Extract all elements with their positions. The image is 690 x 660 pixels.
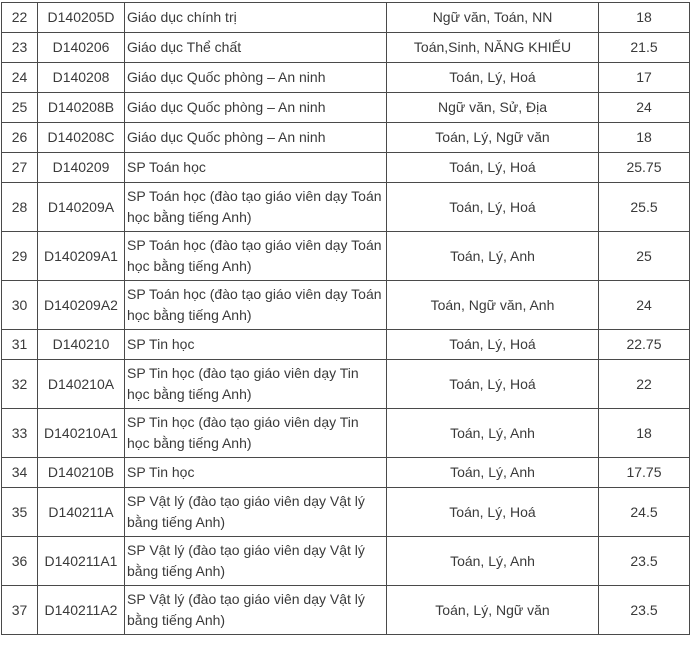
- major-name-cell: SP Tin học (đào tạo giáo viên dạy Tin họ…: [124, 359, 387, 409]
- subject-combination-cell: Ngữ văn, Sử, Địa: [386, 92, 599, 123]
- major-name-cell: SP Vật lý (đào tạo giáo viên dạy Vật lý …: [124, 585, 387, 635]
- table-row: 22 D140205D Giáo dục chính trị Ngữ văn, …: [1, 2, 690, 33]
- major-name-cell: SP Toán học (đào tạo giáo viên dạy Toán …: [124, 280, 387, 330]
- row-number-cell: 26: [1, 122, 38, 153]
- major-name-cell: SP Vật lý (đào tạo giáo viên dạy Vật lý …: [124, 536, 387, 586]
- major-code-cell: D140210B: [37, 457, 125, 488]
- major-name-cell: Giáo dục Quốc phòng – An ninh: [124, 62, 387, 93]
- subject-combination-cell: Toán, Lý, Anh: [386, 536, 599, 586]
- table-row: 29 D140209A1 SP Toán học (đào tạo giáo v…: [1, 231, 690, 281]
- subject-combination-cell: Toán, Lý, Hoá: [386, 487, 599, 537]
- major-code-cell: D140211A2: [37, 585, 125, 635]
- subject-combination-cell: Toán, Lý, Hoá: [386, 62, 599, 93]
- score-cell: 23.5: [598, 536, 690, 586]
- subject-combination-cell: Toán, Lý, Anh: [386, 231, 599, 281]
- score-cell: 23.5: [598, 585, 690, 635]
- score-cell: 17.75: [598, 457, 690, 488]
- major-code-cell: D140210: [37, 329, 125, 360]
- score-cell: 21.5: [598, 32, 690, 63]
- table-row: 35 D140211A SP Vật lý (đào tạo giáo viên…: [1, 487, 690, 537]
- major-code-cell: D140206: [37, 32, 125, 63]
- major-code-cell: D140211A: [37, 487, 125, 537]
- row-number-cell: 36: [1, 536, 38, 586]
- major-name-cell: Giáo dục Quốc phòng – An ninh: [124, 122, 387, 153]
- score-cell: 18: [598, 2, 690, 33]
- row-number-cell: 37: [1, 585, 38, 635]
- table-row: 32 D140210A SP Tin học (đào tạo giáo viê…: [1, 359, 690, 409]
- subject-combination-cell: Ngữ văn, Toán, NN: [386, 2, 599, 33]
- row-number-cell: 29: [1, 231, 38, 281]
- major-code-cell: D140210A: [37, 359, 125, 409]
- score-cell: 18: [598, 122, 690, 153]
- score-cell: 25.5: [598, 182, 690, 232]
- score-cell: 22.75: [598, 329, 690, 360]
- subject-combination-cell: Toán, Lý, Anh: [386, 457, 599, 488]
- row-number-cell: 33: [1, 408, 38, 458]
- score-cell: 18: [598, 408, 690, 458]
- table-row: 33 D140210A1 SP Tin học (đào tạo giáo vi…: [1, 408, 690, 458]
- table-body: 22 D140205D Giáo dục chính trị Ngữ văn, …: [1, 2, 690, 635]
- row-number-cell: 24: [1, 62, 38, 93]
- major-code-cell: D140210A1: [37, 408, 125, 458]
- subject-combination-cell: Toán, Lý, Anh: [386, 408, 599, 458]
- row-number-cell: 27: [1, 152, 38, 183]
- score-cell: 24: [598, 92, 690, 123]
- table-row: 34 D140210B SP Tin học Toán, Lý, Anh 17.…: [1, 457, 690, 488]
- major-name-cell: SP Toán học: [124, 152, 387, 183]
- major-name-cell: Giáo dục chính trị: [124, 2, 387, 33]
- row-number-cell: 22: [1, 2, 38, 33]
- row-number-cell: 32: [1, 359, 38, 409]
- row-number-cell: 28: [1, 182, 38, 232]
- table-row: 27 D140209 SP Toán học Toán, Lý, Hoá 25.…: [1, 152, 690, 183]
- major-name-cell: SP Vật lý (đào tạo giáo viên dạy Vật lý …: [124, 487, 387, 537]
- row-number-cell: 30: [1, 280, 38, 330]
- subject-combination-cell: Toán, Lý, Hoá: [386, 182, 599, 232]
- table-row: 31 D140210 SP Tin học Toán, Lý, Hoá 22.7…: [1, 329, 690, 360]
- major-name-cell: SP Tin học: [124, 457, 387, 488]
- row-number-cell: 34: [1, 457, 38, 488]
- table-row: 25 D140208B Giáo dục Quốc phòng – An nin…: [1, 92, 690, 123]
- major-name-cell: Giáo dục Thể chất: [124, 32, 387, 63]
- score-cell: 17: [598, 62, 690, 93]
- subject-combination-cell: Toán, Lý, Hoá: [386, 359, 599, 409]
- major-code-cell: D140209A1: [37, 231, 125, 281]
- major-code-cell: D140209: [37, 152, 125, 183]
- table-row: 30 D140209A2 SP Toán học (đào tạo giáo v…: [1, 280, 690, 330]
- score-cell: 24.5: [598, 487, 690, 537]
- major-code-cell: D140209A2: [37, 280, 125, 330]
- row-number-cell: 23: [1, 32, 38, 63]
- major-code-cell: D140208B: [37, 92, 125, 123]
- table-row: 26 D140208C Giáo dục Quốc phòng – An nin…: [1, 122, 690, 153]
- major-name-cell: SP Tin học: [124, 329, 387, 360]
- score-cell: 24: [598, 280, 690, 330]
- major-code-cell: D140208C: [37, 122, 125, 153]
- admission-scores-table: 22 D140205D Giáo dục chính trị Ngữ văn, …: [1, 2, 690, 635]
- score-cell: 25: [598, 231, 690, 281]
- row-number-cell: 35: [1, 487, 38, 537]
- row-number-cell: 31: [1, 329, 38, 360]
- subject-combination-cell: Toán,Sinh, NĂNG KHIẾU: [386, 32, 599, 63]
- major-name-cell: SP Toán học (đào tạo giáo viên dạy Toán …: [124, 231, 387, 281]
- major-name-cell: SP Tin học (đào tạo giáo viên dạy Tin họ…: [124, 408, 387, 458]
- major-code-cell: D140205D: [37, 2, 125, 33]
- score-cell: 25.75: [598, 152, 690, 183]
- major-code-cell: D140209A: [37, 182, 125, 232]
- subject-combination-cell: Toán, Lý, Hoá: [386, 152, 599, 183]
- major-name-cell: SP Toán học (đào tạo giáo viên dạy Toán …: [124, 182, 387, 232]
- major-name-cell: Giáo dục Quốc phòng – An ninh: [124, 92, 387, 123]
- table-row: 23 D140206 Giáo dục Thể chất Toán,Sinh, …: [1, 32, 690, 63]
- subject-combination-cell: Toán, Ngữ văn, Anh: [386, 280, 599, 330]
- table-row: 37 D140211A2 SP Vật lý (đào tạo giáo viê…: [1, 585, 690, 635]
- major-code-cell: D140211A1: [37, 536, 125, 586]
- major-code-cell: D140208: [37, 62, 125, 93]
- subject-combination-cell: Toán, Lý, Ngữ văn: [386, 122, 599, 153]
- subject-combination-cell: Toán, Lý, Ngữ văn: [386, 585, 599, 635]
- subject-combination-cell: Toán, Lý, Hoá: [386, 329, 599, 360]
- table-row: 24 D140208 Giáo dục Quốc phòng – An ninh…: [1, 62, 690, 93]
- score-cell: 22: [598, 359, 690, 409]
- table-row: 28 D140209A SP Toán học (đào tạo giáo vi…: [1, 182, 690, 232]
- row-number-cell: 25: [1, 92, 38, 123]
- table-row: 36 D140211A1 SP Vật lý (đào tạo giáo viê…: [1, 536, 690, 586]
